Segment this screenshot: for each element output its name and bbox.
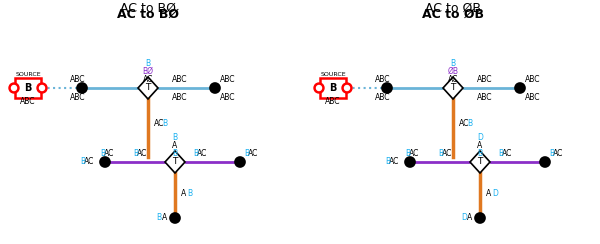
Text: A: A <box>467 214 473 223</box>
Text: B: B <box>80 157 86 166</box>
Circle shape <box>540 157 550 167</box>
Circle shape <box>170 213 180 223</box>
Circle shape <box>405 157 415 167</box>
Text: D: D <box>477 132 483 142</box>
Circle shape <box>317 85 322 91</box>
Text: ABC: ABC <box>70 92 86 102</box>
Text: AC: AC <box>502 150 512 159</box>
Text: AC: AC <box>448 74 458 83</box>
FancyBboxPatch shape <box>15 78 41 98</box>
Circle shape <box>40 85 44 91</box>
Text: AC: AC <box>459 119 469 128</box>
Text: D: D <box>461 214 467 223</box>
Text: BØ: BØ <box>143 67 154 75</box>
Circle shape <box>37 83 47 93</box>
Text: ABC: ABC <box>172 74 188 83</box>
Text: B: B <box>172 149 178 157</box>
FancyBboxPatch shape <box>320 78 346 98</box>
Text: AC: AC <box>197 150 207 159</box>
Circle shape <box>77 83 87 93</box>
Text: ABC: ABC <box>477 74 493 83</box>
Text: AC: AC <box>84 157 94 166</box>
Circle shape <box>342 83 352 93</box>
Text: B: B <box>162 119 167 128</box>
Text: B: B <box>133 150 139 159</box>
Circle shape <box>344 85 349 91</box>
Polygon shape <box>138 77 158 99</box>
Text: AC: AC <box>553 150 563 159</box>
Text: AC to ØB: AC to ØB <box>422 8 484 21</box>
Circle shape <box>210 83 220 93</box>
Circle shape <box>515 83 525 93</box>
Text: B: B <box>451 59 455 68</box>
Text: AC: AC <box>137 150 147 159</box>
Circle shape <box>11 85 17 91</box>
Text: A: A <box>486 190 491 199</box>
Text: AC: AC <box>143 74 153 83</box>
Text: T: T <box>172 157 178 166</box>
Text: AC to ØB: AC to ØB <box>425 1 481 14</box>
Text: B: B <box>187 190 192 199</box>
Text: ABC: ABC <box>525 92 541 102</box>
Text: AC: AC <box>442 150 452 159</box>
Text: B: B <box>172 132 178 142</box>
Text: B: B <box>145 59 151 68</box>
Text: ABC: ABC <box>375 74 391 83</box>
Circle shape <box>382 83 392 93</box>
Text: ABC: ABC <box>525 74 541 83</box>
Text: T: T <box>451 83 455 92</box>
Text: B: B <box>157 214 161 223</box>
Text: B: B <box>550 150 554 159</box>
Circle shape <box>235 157 245 167</box>
Text: A: A <box>478 141 482 150</box>
Text: B: B <box>100 149 106 157</box>
Circle shape <box>475 213 485 223</box>
Text: AC to BØ: AC to BØ <box>117 8 179 21</box>
Text: ØB: ØB <box>448 67 458 75</box>
Polygon shape <box>443 77 463 99</box>
Text: ABC: ABC <box>172 92 188 102</box>
Text: SOURCE: SOURCE <box>15 72 41 78</box>
Circle shape <box>314 83 324 93</box>
Polygon shape <box>165 151 185 173</box>
Text: B: B <box>478 149 482 157</box>
Text: ABC: ABC <box>70 74 86 83</box>
Text: B: B <box>385 157 391 166</box>
Text: ABC: ABC <box>220 92 236 102</box>
Text: B: B <box>193 150 199 159</box>
Text: B: B <box>406 149 410 157</box>
Text: AC: AC <box>154 119 164 128</box>
Text: AC: AC <box>389 157 399 166</box>
Text: ABC: ABC <box>220 74 236 83</box>
Text: B: B <box>244 150 250 159</box>
Text: T: T <box>145 83 151 92</box>
Circle shape <box>100 157 110 167</box>
Text: ABC: ABC <box>325 96 341 105</box>
Text: D: D <box>492 190 498 199</box>
Text: B: B <box>467 119 472 128</box>
Text: B: B <box>25 83 32 93</box>
Text: B: B <box>439 150 443 159</box>
Text: SOURCE: SOURCE <box>320 72 346 78</box>
Text: AC to BØ: AC to BØ <box>120 1 176 14</box>
Circle shape <box>9 83 19 93</box>
Text: AC: AC <box>248 150 258 159</box>
Text: A: A <box>172 141 178 150</box>
Text: ABC: ABC <box>20 96 36 105</box>
Text: ABC: ABC <box>477 92 493 102</box>
Text: A: A <box>181 190 186 199</box>
Polygon shape <box>470 151 490 173</box>
Text: A: A <box>163 214 167 223</box>
Text: B: B <box>329 83 337 93</box>
Text: AC: AC <box>409 149 419 157</box>
Text: B: B <box>499 150 503 159</box>
Text: AC: AC <box>104 149 114 157</box>
Text: T: T <box>478 157 482 166</box>
Text: ABC: ABC <box>375 92 391 102</box>
